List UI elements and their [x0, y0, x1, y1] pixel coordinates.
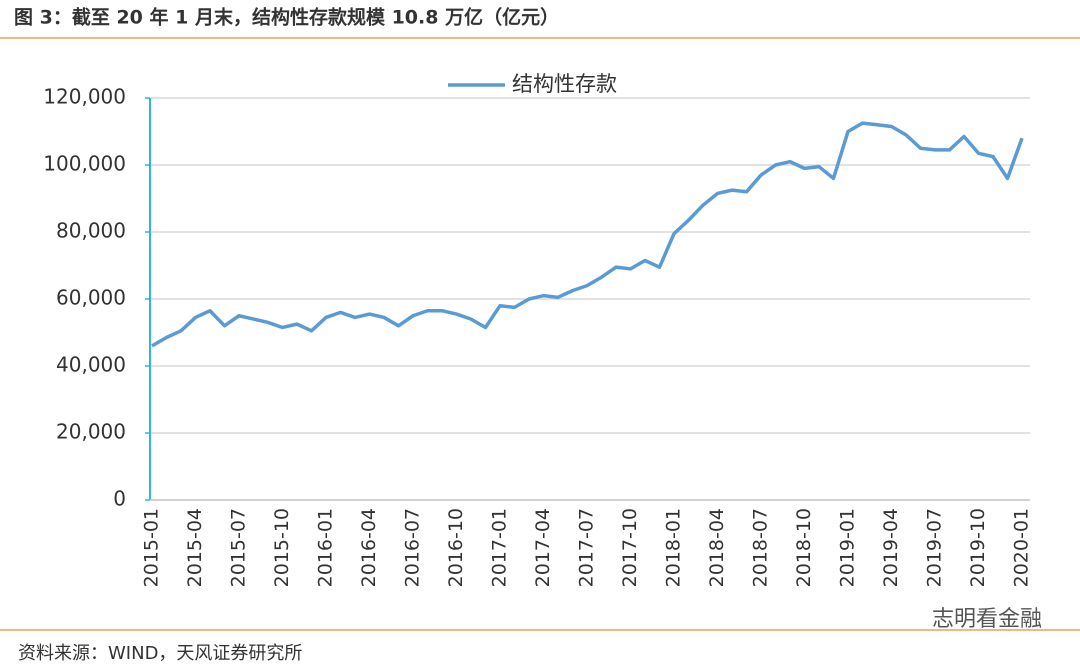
y-tick-label: 80,000	[56, 219, 126, 243]
y-tick-label: 100,000	[43, 152, 126, 176]
x-tick-label: 2018-10	[793, 508, 815, 587]
x-tick-label: 2017-10	[619, 508, 641, 587]
legend-label: 结构性存款	[512, 72, 617, 96]
x-tick-label: 2018-07	[750, 508, 772, 587]
chart-title: 图 3：截至 20 年 1 月末，结构性存款规模 10.8 万亿（亿元）	[14, 6, 559, 29]
x-tick-label: 2018-01	[663, 508, 685, 587]
x-tick-label: 2016-04	[358, 508, 380, 587]
x-tick-label: 2019-01	[837, 508, 859, 587]
y-tick-label: 0	[113, 487, 126, 511]
x-tick-label: 2017-04	[532, 508, 554, 587]
x-tick-label: 2019-04	[880, 508, 902, 587]
y-tick-label: 120,000	[43, 85, 126, 109]
x-tick-label: 2015-10	[271, 508, 293, 587]
x-tick-label: 2017-01	[489, 508, 511, 587]
x-tick-label: 2016-10	[445, 508, 467, 587]
source: 资料来源：WIND，天风证券研究所	[18, 643, 302, 664]
x-tick-label: 2017-07	[576, 508, 598, 587]
line	[151, 121, 1024, 348]
x-tick-label: 2019-10	[967, 508, 989, 587]
x-tick-label: 2015-01	[141, 508, 163, 587]
x-tick-label: 2018-04	[706, 508, 728, 587]
y-tick-label: 60,000	[56, 286, 126, 310]
y-tick-label: 20,000	[56, 420, 126, 444]
y-tick-label: 40,000	[56, 353, 126, 377]
x-tick-label: 2016-07	[402, 508, 424, 587]
x-tick-label: 2015-04	[184, 508, 206, 587]
x-tick-label: 2016-01	[315, 508, 337, 587]
x-tick-label: 2015-07	[228, 508, 250, 587]
x-tick-label: 2019-07	[924, 508, 946, 587]
x-tick-label: 2020-01	[1011, 508, 1033, 587]
watermark: 志明看金融	[932, 607, 1042, 632]
